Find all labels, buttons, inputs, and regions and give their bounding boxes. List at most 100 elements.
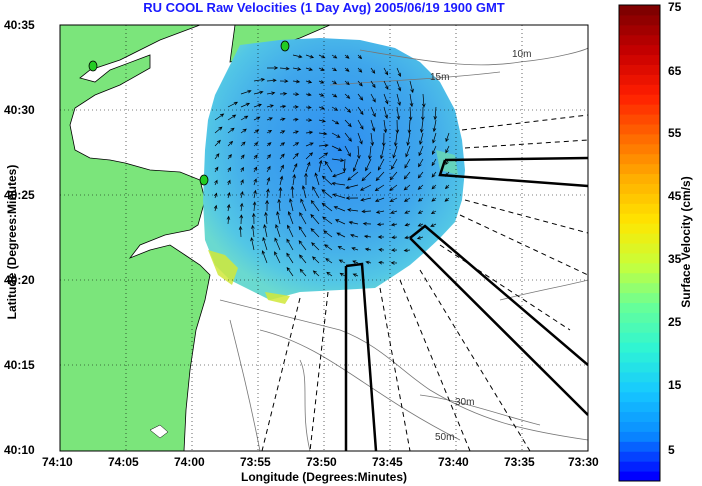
- velocity-arrow: [278, 186, 283, 199]
- velocity-arrow: [391, 158, 398, 170]
- colorbar-band: [619, 124, 660, 135]
- colorbar-band: [619, 213, 660, 224]
- velocity-arrow: [383, 119, 388, 134]
- velocity-arrow: [240, 191, 244, 199]
- velocity-arrow: [226, 191, 231, 199]
- colorbar-tick: 15: [668, 378, 682, 392]
- velocity-arrow: [253, 129, 260, 134]
- x-tick-label: 73:40: [438, 455, 469, 469]
- velocity-arrow: [417, 197, 424, 202]
- velocity-arrow: [347, 208, 359, 212]
- velocity-arrow: [336, 232, 346, 238]
- y-tick-label: 40:20: [4, 273, 35, 287]
- y-tick-label: 40:25: [4, 188, 35, 202]
- velocity-arrow: [418, 158, 424, 168]
- velocity-arrow: [286, 252, 294, 264]
- velocity-arrow: [253, 178, 257, 186]
- plot-frame: [59, 24, 589, 452]
- velocity-arrow: [227, 114, 237, 121]
- colorbar-band: [619, 153, 660, 165]
- velocity-arrow: [214, 166, 219, 173]
- velocity-arrow: [433, 106, 438, 121]
- velocity-arrow: [305, 161, 311, 173]
- radar-beams: [344, 156, 588, 451]
- colorbar-band: [619, 282, 660, 294]
- velocity-arrow: [377, 235, 384, 239]
- velocity-arrow: [344, 93, 351, 99]
- velocity-arrow: [298, 240, 307, 251]
- velocity-arrow: [403, 171, 411, 180]
- velocity-arrow: [359, 184, 372, 191]
- velocity-arrow: [292, 152, 299, 160]
- velocity-arrow: [344, 67, 350, 72]
- velocity-arrow: [378, 247, 385, 252]
- velocity-arrow: [444, 197, 450, 202]
- velocity-arrow: [266, 66, 279, 70]
- velocity-arrow: [370, 93, 376, 103]
- velocity-arrow: [350, 233, 359, 238]
- colorbar-band: [619, 322, 660, 333]
- colorbar-band: [619, 34, 660, 46]
- velocity-arrow: [356, 145, 361, 160]
- velocity-arrow: [395, 119, 400, 134]
- x-tick-label: 74:05: [108, 455, 139, 469]
- velocity-arrow: [292, 163, 298, 173]
- velocity-arrow: [331, 54, 338, 59]
- velocity-arrow: [332, 193, 346, 199]
- x-tick-label: 73:55: [240, 455, 271, 469]
- velocity-arrow: [289, 198, 294, 212]
- velocity-arrow: [352, 260, 359, 264]
- velocity-arrow: [279, 104, 287, 109]
- velocity-arrow: [266, 104, 274, 108]
- velocity-arrow: [240, 115, 249, 121]
- velocity-arrow: [377, 158, 385, 171]
- velocity-arrow: [374, 184, 385, 192]
- velocity-arrow: [227, 179, 231, 186]
- velocity-arrow: [432, 119, 437, 133]
- station-marker: [88, 60, 98, 72]
- velocity-arrow: [305, 67, 313, 71]
- velocity-arrow: [238, 225, 243, 238]
- velocity-arrow: [265, 199, 269, 212]
- velocity-arrow: [420, 106, 425, 121]
- velocity-arrow: [299, 211, 307, 225]
- velocity-arrow: [383, 93, 389, 105]
- velocity-arrow: [251, 224, 255, 238]
- velocity-arrow: [275, 223, 281, 238]
- velocity-arrow: [409, 93, 414, 108]
- velocity-arrow: [370, 106, 376, 118]
- station-marker: [280, 40, 290, 52]
- velocity-arrow: [351, 247, 359, 251]
- velocity-arrow: [321, 189, 333, 199]
- colorbar-band: [619, 173, 660, 184]
- velocity-arrow: [409, 80, 414, 94]
- velocity-arrow: [292, 130, 299, 134]
- velocity-arrow: [279, 130, 286, 134]
- velocity-arrow: [292, 117, 299, 122]
- velocity-arrow: [279, 142, 286, 147]
- velocity-arrow: [321, 202, 333, 212]
- velocity-arrow: [305, 130, 314, 135]
- velocity-arrow: [389, 171, 398, 181]
- velocity-arrow: [345, 184, 359, 190]
- velocity-arrow: [292, 79, 301, 84]
- velocity-arrow: [378, 260, 385, 265]
- velocity-arrow: [227, 140, 234, 147]
- velocity-arrow: [240, 128, 247, 134]
- velocity-arrow: [253, 189, 257, 199]
- velocity-arrow: [250, 236, 255, 251]
- y-axis-label: Latitude (Degrees:Minutes): [5, 164, 19, 320]
- velocity-arrow: [421, 93, 426, 108]
- bathymetry-contours: [219, 47, 588, 451]
- velocity-arrow: [381, 132, 386, 147]
- velocity-arrow: [352, 158, 359, 172]
- velocity-arrow: [431, 197, 437, 202]
- colorbar-band: [619, 44, 660, 56]
- velocity-arrow: [375, 171, 385, 182]
- velocity-arrow: [253, 77, 266, 82]
- colorbar-band: [619, 431, 660, 442]
- colorbar: [619, 5, 660, 482]
- velocity-arrow: [312, 256, 320, 264]
- velocity-arrow: [213, 192, 218, 199]
- velocity-arrow: [370, 119, 376, 132]
